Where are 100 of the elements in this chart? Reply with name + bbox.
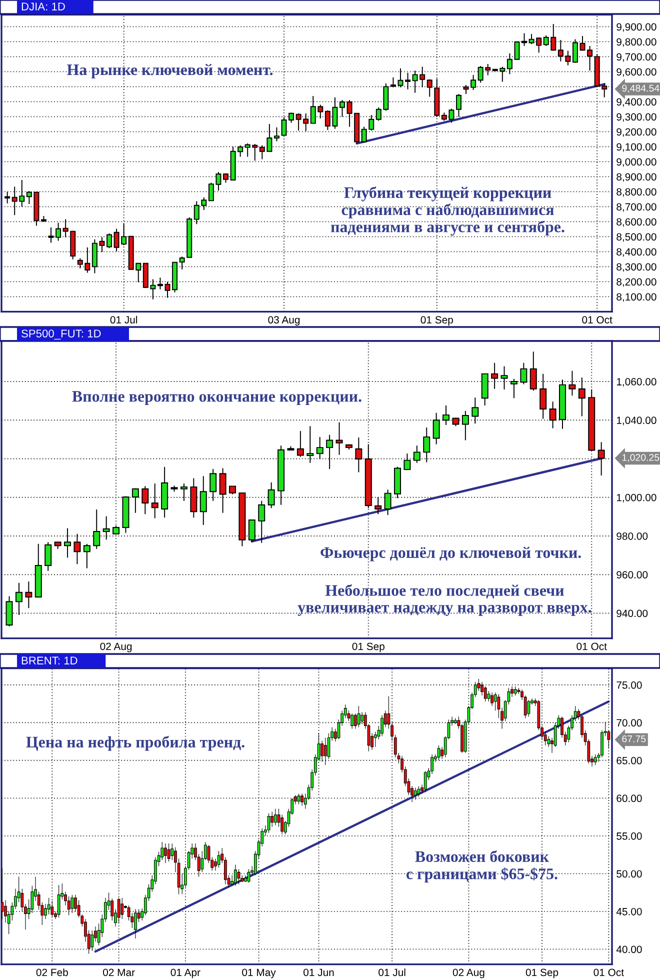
y-tick-label: 8,500.00 bbox=[616, 233, 656, 242]
candlestick bbox=[200, 476, 207, 526]
candlestick bbox=[326, 434, 334, 470]
candlestick bbox=[268, 482, 275, 509]
y-tick-label: 75.00 bbox=[616, 681, 642, 689]
candlestick bbox=[510, 378, 518, 399]
candlestick bbox=[278, 445, 285, 506]
y-tick-label: 9,100.00 bbox=[616, 143, 656, 152]
x-tick-label: 01 Sep bbox=[526, 968, 558, 978]
candlestick bbox=[229, 486, 236, 495]
candlestick bbox=[316, 436, 324, 460]
y-tick-label: 1,000.00 bbox=[616, 494, 656, 502]
candlestick bbox=[549, 401, 556, 429]
candlestick bbox=[324, 737, 327, 766]
candlestick bbox=[70, 894, 74, 914]
y-tick-label: 65.00 bbox=[616, 756, 642, 764]
x-tick-label: 02 Feb bbox=[36, 968, 68, 976]
candlestick bbox=[424, 770, 427, 792]
candlestick bbox=[117, 898, 120, 924]
candlestick bbox=[500, 366, 508, 390]
candlestick bbox=[112, 525, 120, 534]
y-tick-label: 8,300.00 bbox=[616, 263, 656, 272]
candlestick bbox=[67, 896, 70, 916]
candlestick bbox=[522, 32, 528, 47]
candlestick bbox=[297, 793, 300, 804]
candlestick bbox=[559, 379, 566, 430]
y-tick-label: 8,100.00 bbox=[616, 293, 656, 302]
y-tick-label: 960.00 bbox=[616, 571, 648, 578]
x-tick-label: 01 Jul bbox=[378, 968, 406, 976]
candlestick bbox=[217, 850, 220, 868]
x-tick-label: 01 Sep bbox=[352, 642, 384, 652]
candlestick bbox=[281, 116, 287, 136]
candlestick bbox=[484, 686, 487, 702]
candlestick bbox=[54, 541, 62, 550]
candlestick bbox=[151, 482, 158, 519]
candlestick bbox=[247, 868, 250, 884]
candlestick bbox=[287, 446, 294, 451]
candlestick bbox=[172, 262, 178, 293]
candlestick bbox=[296, 430, 304, 458]
candlestick bbox=[413, 445, 420, 464]
candlestick bbox=[122, 496, 130, 534]
candlestick bbox=[374, 496, 382, 515]
candlestick bbox=[25, 581, 32, 609]
candlestick bbox=[454, 718, 457, 724]
candlestick bbox=[394, 466, 401, 499]
candlestick bbox=[588, 388, 596, 452]
candlestick bbox=[142, 486, 149, 515]
x-tick-label: 02 Aug bbox=[452, 968, 484, 978]
candlestick bbox=[180, 482, 188, 502]
y-tick-label: 980.00 bbox=[616, 532, 648, 540]
candlestick bbox=[530, 351, 537, 392]
candlestick bbox=[4, 191, 10, 204]
candlestick bbox=[238, 492, 246, 547]
candlestick bbox=[357, 706, 360, 728]
candlestick bbox=[572, 38, 578, 64]
annotation: Возможен боковик с границами $65-$75. bbox=[406, 850, 558, 882]
candlestick bbox=[267, 813, 270, 834]
y-tick-label: 8,900.00 bbox=[616, 173, 656, 182]
candlestick bbox=[6, 596, 13, 627]
y-tick-label: 9,300.00 bbox=[616, 113, 656, 122]
x-tick-label: 01 May bbox=[242, 968, 276, 978]
annotation: На рынке ключевой момент. bbox=[66, 64, 273, 78]
candlestick bbox=[520, 362, 528, 385]
annotation: Фьючерс дошёл до ключевой точки. bbox=[320, 546, 581, 562]
y-tick-label: 8,800.00 bbox=[616, 188, 656, 197]
candlestick bbox=[456, 94, 462, 118]
x-tick-label: 02 Aug bbox=[100, 642, 132, 652]
y-tick-label: 50.00 bbox=[616, 870, 642, 878]
annotation: Небольшое тело последней свечи увеличивает надежду на разворот вверх. bbox=[298, 584, 592, 616]
candlestick bbox=[2, 868, 4, 920]
candlestick bbox=[34, 543, 42, 598]
candlestick bbox=[432, 412, 440, 445]
candlestick bbox=[134, 908, 137, 939]
x-tick-label: 01 Oct bbox=[576, 642, 607, 650]
y-tick-label: 1,040.00 bbox=[616, 416, 656, 426]
candlestick bbox=[527, 700, 530, 717]
x-tick-label: 03 Aug bbox=[268, 316, 300, 326]
text: 9,484.54 bbox=[622, 84, 660, 93]
y-tick-label: 40.00 bbox=[616, 946, 642, 954]
text: 1,020.25 bbox=[622, 454, 660, 462]
candlestick bbox=[83, 543, 90, 569]
x-tick-label: 01 Oct bbox=[582, 316, 612, 324]
y-tick-label: 9,400.00 bbox=[616, 98, 656, 107]
candlestick bbox=[167, 843, 170, 862]
candlestick bbox=[274, 808, 277, 826]
candlestick bbox=[578, 377, 586, 417]
candlestick bbox=[106, 232, 112, 249]
candlestick bbox=[384, 489, 392, 516]
x-tick-label: 01 Jul bbox=[110, 316, 138, 324]
candlestick bbox=[248, 519, 256, 543]
candlestick bbox=[594, 754, 597, 766]
candlestick bbox=[462, 410, 469, 441]
y-tick-label: 9,200.00 bbox=[616, 128, 656, 137]
candlestick bbox=[44, 542, 52, 572]
x-tick-label: 01 Oct bbox=[594, 968, 624, 976]
candlestick bbox=[64, 528, 71, 558]
candlestick bbox=[336, 422, 343, 456]
candlestick bbox=[57, 884, 60, 918]
text: 67.75 bbox=[622, 735, 646, 742]
y-tick-label: 940.00 bbox=[616, 610, 648, 618]
